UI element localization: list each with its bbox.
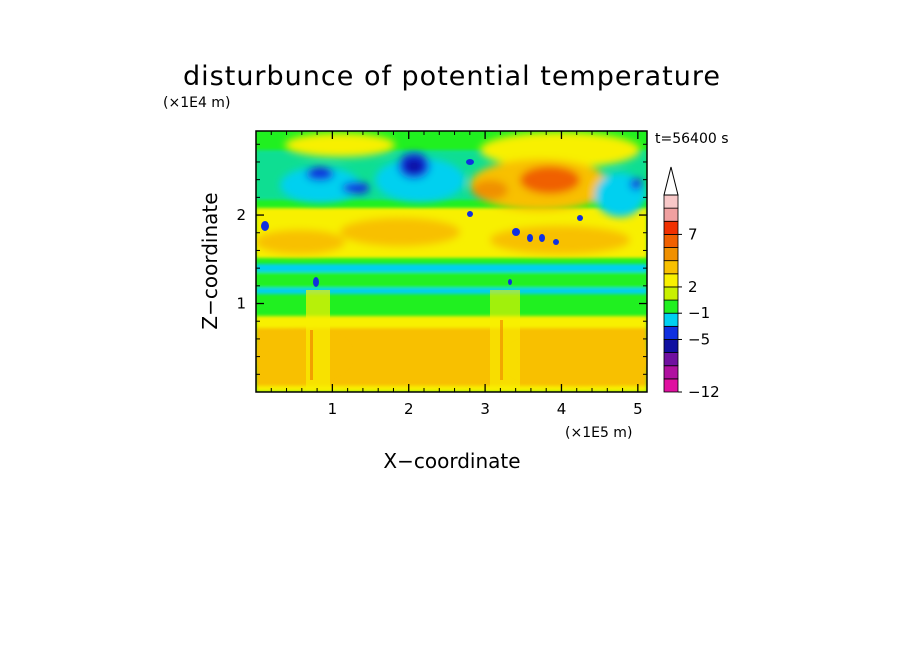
- colorbar-swatch: [663, 194, 679, 209]
- colorbar-swatch: [663, 247, 679, 262]
- blob-blue-b: [342, 182, 370, 194]
- cell-blue-8: [313, 277, 319, 287]
- blob-cyan-center: [375, 158, 465, 202]
- cell-blue-5: [527, 234, 533, 242]
- blob-yellow-top-left: [285, 133, 395, 157]
- colorbar-swatch: [663, 260, 679, 275]
- cell-blue-7: [553, 239, 559, 245]
- colorbar-tick-label: 2: [688, 278, 698, 296]
- y-axis-unit: (×1E4 m): [163, 95, 230, 111]
- blob-orange-center: [340, 218, 460, 246]
- colorbar-swatch: [663, 325, 679, 340]
- x-axis-unit: (×1E5 m): [565, 425, 632, 441]
- band-green-mid: [256, 272, 647, 288]
- colorbar-swatch: [663, 352, 679, 367]
- chart-title: disturbunce of potential temperature: [183, 61, 721, 92]
- colorbar-swatch: [663, 312, 679, 327]
- blob-blue-a: [306, 167, 334, 181]
- cell-blue-3: [467, 211, 473, 217]
- blob-red-top-center: [472, 180, 508, 200]
- colorbar-tick-label: −1: [688, 304, 710, 322]
- colorbar-swatch: [663, 299, 679, 314]
- colorbar-swatch: [663, 207, 679, 222]
- x-tick-label: 4: [557, 400, 567, 418]
- colorbar-swatch: [663, 286, 679, 301]
- column-left: [306, 290, 330, 390]
- column-right: [490, 290, 520, 390]
- cell-blue-10: [577, 215, 583, 221]
- colorbar-tick-label: 7: [688, 225, 698, 243]
- blob-orange-bottom-right: [510, 338, 647, 382]
- x-tick-label: 2: [404, 400, 414, 418]
- plot-frame: [255, 130, 648, 393]
- y-axis-ticks: 12: [236, 143, 647, 375]
- colorbar-extend-arrow: [663, 166, 679, 196]
- cell-blue-4: [512, 228, 520, 236]
- field-details: [261, 159, 583, 390]
- x-tick-label: 3: [480, 400, 490, 418]
- blob-orange-left: [256, 230, 345, 254]
- blob-orange-right: [490, 226, 630, 254]
- cell-blue-2: [466, 159, 474, 165]
- cell-blue-6: [539, 234, 545, 242]
- blob-cyan-left: [280, 167, 360, 203]
- column-left-streak: [310, 330, 313, 380]
- time-label: t=56400 s: [655, 131, 729, 147]
- y-tick-label: 1: [236, 295, 246, 313]
- y-tick-label: 2: [236, 206, 246, 224]
- cell-blue-1: [261, 221, 269, 231]
- blob-blue-e: [630, 178, 642, 190]
- x-axis-label: X−coordinate: [383, 449, 520, 473]
- blob-blue-d: [405, 159, 423, 173]
- colorbar-tick-label: −12: [688, 383, 720, 401]
- column-right-streak: [500, 320, 503, 380]
- blob-yellow-top-right: [480, 132, 640, 168]
- x-tick-label: 5: [633, 400, 643, 418]
- colorbar-swatch: [663, 220, 679, 235]
- colorbar-swatch: [663, 273, 679, 288]
- x-tick-label: 1: [328, 400, 338, 418]
- field-blobs: [256, 132, 647, 382]
- colorbar-tick-label: −5: [688, 330, 710, 348]
- blob-red-top-right: [520, 166, 580, 194]
- y-axis-label: Z−coordinate: [198, 192, 222, 329]
- x-axis-ticks: 1 2 3 4 5: [270, 131, 643, 418]
- blob-orange-bottom-left: [256, 335, 345, 375]
- cell-blue-9: [508, 279, 512, 285]
- colorbar-swatch: [663, 233, 679, 248]
- colorbar-swatch: [663, 339, 679, 354]
- colorbar-swatch: [663, 365, 679, 380]
- colorbar-swatch: [663, 378, 679, 393]
- colorbar: −12−5−127: [663, 166, 720, 401]
- contour-field: [256, 131, 647, 392]
